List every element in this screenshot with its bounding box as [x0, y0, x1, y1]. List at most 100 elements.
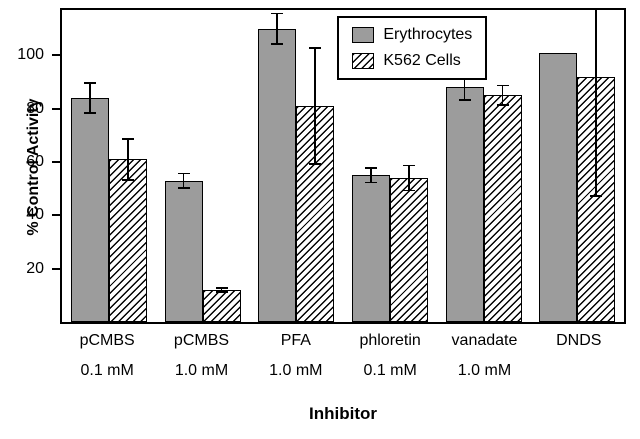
y-tick-label: 60: [26, 153, 44, 170]
bar-slot: [164, 10, 203, 322]
error-bar-cap: [271, 43, 284, 45]
error-bar-cap: [309, 163, 322, 165]
error-bar-cap: [496, 104, 509, 106]
erythrocytes-bar: [258, 28, 297, 322]
x-tick-label: pCMBS 1.0 mM: [154, 332, 248, 380]
bar-group: [62, 10, 156, 322]
legend-label: K562 Cells: [383, 52, 461, 69]
error-bar: [177, 172, 190, 189]
bar-groups: [62, 10, 624, 322]
inhibitor-dose: 0.1 mM: [363, 362, 417, 379]
inhibitor-name: PFA: [280, 332, 311, 349]
plot-area: Erythrocytes K562 Cells: [60, 8, 626, 324]
error-bar: [402, 164, 415, 192]
error-bar-cap: [458, 99, 471, 101]
error-bar-stem: [182, 172, 185, 189]
error-bar-cap: [364, 181, 377, 184]
inhibitor-name: DNDS: [556, 332, 602, 349]
legend-swatch-solid: [352, 27, 375, 43]
error-bar: [271, 12, 284, 45]
x-axis-title: Inhibitor: [309, 404, 377, 423]
error-bar-stem: [595, 10, 597, 197]
error-bar: [121, 138, 134, 181]
erythrocytes-bar: [351, 175, 390, 322]
error-bar-stem: [89, 82, 91, 114]
error-bar-cap: [177, 187, 190, 189]
legend-label: Erythrocytes: [383, 26, 473, 43]
inhibitor-name: pCMBS: [79, 332, 135, 349]
error-bar-stem: [276, 12, 278, 45]
bar-slot: [296, 10, 335, 322]
bar-slot: [483, 10, 522, 322]
error-bar-stem: [501, 84, 504, 106]
bar-slot: [202, 10, 241, 322]
inhibitor-dose: 1.0 mM: [174, 362, 229, 379]
error-bar-stem: [314, 47, 316, 165]
y-tick-mark: [52, 161, 60, 163]
y-tick-label: 100: [17, 46, 44, 64]
inhibitor-dose: 0.1 mM: [80, 362, 134, 379]
legend-item: Erythrocytes: [352, 27, 472, 43]
k562-bar: [202, 290, 241, 322]
y-tick-label: 20: [26, 259, 44, 277]
bar-group: [437, 10, 531, 322]
bar-group: [156, 10, 250, 322]
error-bar-stem: [463, 74, 466, 101]
inhibitor-name: vanadate: [451, 332, 518, 349]
erythrocytes-bar: [70, 98, 109, 322]
bar-group: [249, 10, 343, 322]
y-tick-mark: [52, 214, 60, 217]
inhibitor-name: phloretin: [359, 332, 421, 349]
inhibitor-dose: 1.0 mM: [269, 362, 323, 379]
bar-group: [530, 10, 624, 322]
error-bar-cap: [215, 291, 228, 293]
y-tick-mark: [52, 267, 60, 270]
bar-slot: [70, 10, 109, 322]
error-bar: [590, 10, 603, 197]
x-tick-label: vanadate 1.0 mM: [437, 332, 531, 380]
inhibitor-name: pCMBS: [173, 332, 230, 349]
bar-slot: [577, 10, 616, 322]
x-tick-label: DNDS: [532, 332, 626, 380]
legend-swatch-hatch: [352, 53, 375, 69]
x-tick-labels: pCMBS 0.1 mM pCMBS 1.0 mM PFA 1.0 mM phloretin…: [60, 332, 626, 380]
bar-slot: [108, 10, 147, 322]
y-axis: 20 40 60 80 100: [0, 10, 60, 322]
x-tick-label: PFA 1.0 mM: [249, 332, 343, 380]
erythrocytes-bar: [539, 52, 578, 322]
error-bar-stem: [127, 138, 129, 181]
bar-slot: [258, 10, 297, 322]
error-bar: [215, 287, 228, 293]
legend: Erythrocytes K562 Cells: [337, 16, 488, 80]
error-bar-stem: [408, 164, 410, 192]
k562-bar: [389, 178, 428, 322]
error-bar: [83, 82, 96, 114]
erythrocytes-bar: [164, 180, 203, 322]
error-bar-stem: [220, 287, 223, 293]
y-tick-label: 80: [26, 99, 44, 117]
error-bar: [496, 84, 509, 106]
error-bar-cap: [590, 195, 603, 197]
bar-slot: [351, 10, 390, 322]
error-bar: [364, 167, 377, 184]
bar-slot: [389, 10, 428, 322]
error-bar-cap: [121, 179, 134, 181]
error-bar-cap: [83, 112, 96, 114]
x-tick-label: phloretin 0.1 mM: [343, 332, 437, 380]
error-bar: [309, 47, 322, 165]
error-bar-cap: [402, 189, 415, 192]
x-tick-label: pCMBS 0.1 mM: [60, 332, 154, 380]
inhibitor-dose: 1.0 mM: [457, 362, 512, 379]
bar-slot: [539, 10, 578, 322]
k562-bar: [108, 159, 147, 322]
error-bar-stem: [370, 167, 372, 184]
legend-item: K562 Cells: [352, 53, 472, 69]
y-tick-mark: [52, 107, 60, 110]
k562-bar: [483, 95, 522, 322]
erythrocytes-bar: [445, 87, 484, 322]
bar-group: [343, 10, 437, 322]
y-tick-label: 40: [26, 206, 44, 224]
bar-slot: [445, 10, 484, 322]
y-tick-mark: [52, 54, 60, 57]
